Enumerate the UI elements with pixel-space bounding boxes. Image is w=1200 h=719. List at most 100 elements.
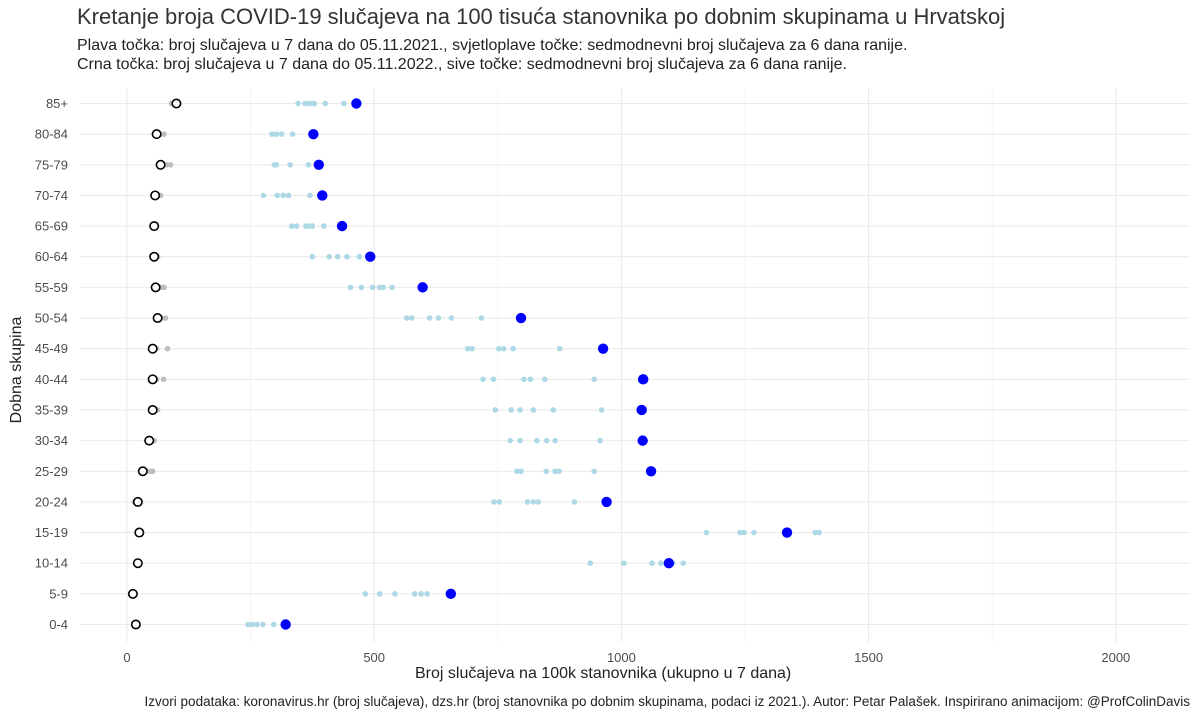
- point-2021-earlier: [260, 621, 266, 628]
- chart-subtitle-line1: Plava točka: broj slučajeva u 7 dana do …: [77, 37, 908, 54]
- point-2021-earlier: [305, 223, 311, 229]
- point-2022: [149, 251, 160, 262]
- point-2021-earlier: [424, 591, 430, 597]
- point-2021-earlier: [380, 284, 386, 291]
- point-2021-earlier: [344, 253, 350, 260]
- point-2022-earlier: [160, 376, 167, 383]
- point-2021: [365, 251, 376, 262]
- chart-subtitle-line2: Crna točka: broj slučajeva u 7 dana do 0…: [77, 56, 847, 73]
- point-2022: [147, 404, 158, 415]
- point-2021-earlier: [326, 253, 332, 260]
- point-2021-earlier: [490, 376, 497, 383]
- point-2021-earlier: [404, 315, 410, 321]
- point-2021-earlier: [737, 529, 743, 536]
- y-tick-label: 0-4: [49, 617, 68, 632]
- point-2021-earlier: [703, 529, 710, 536]
- point-2021-earlier: [587, 560, 594, 567]
- point-2021-earlier: [376, 591, 383, 597]
- y-tick-label: 40-44: [35, 372, 68, 387]
- y-tick-label: 15-19: [35, 525, 68, 540]
- point-2021-earlier: [273, 131, 280, 137]
- point-2022: [147, 374, 158, 385]
- point-2021: [636, 404, 647, 416]
- point-2021: [597, 343, 609, 354]
- point-2022-earlier: [149, 468, 156, 475]
- point-2021-earlier: [435, 315, 442, 321]
- point-2021-earlier: [510, 345, 516, 352]
- point-2021: [637, 374, 649, 385]
- point-2021: [417, 282, 428, 293]
- y-tick-label: 20-24: [35, 494, 68, 509]
- point-2021-earlier: [524, 499, 531, 505]
- point-2021-earlier: [302, 100, 308, 107]
- y-tick-label: 85+: [46, 96, 68, 111]
- y-tick-label: 10-14: [35, 556, 68, 571]
- point-2021: [601, 496, 612, 508]
- x-tick-label: 2000: [1101, 650, 1130, 665]
- point-2021-earlier: [334, 253, 341, 260]
- point-2021-earlier: [249, 621, 255, 628]
- point-2022: [130, 619, 141, 630]
- point-2022: [144, 435, 155, 446]
- point-2021-earlier: [320, 223, 327, 229]
- y-axis-title: Dobna skupina: [8, 316, 25, 424]
- point-2021-earlier: [527, 376, 534, 383]
- point-2021-earlier: [517, 407, 523, 413]
- x-tick-label: 0: [123, 650, 130, 665]
- point-2022: [147, 343, 158, 354]
- point-2021-earlier: [530, 407, 537, 413]
- point-2021-earlier: [273, 161, 280, 168]
- point-2021: [515, 312, 527, 324]
- y-tick-label: 5-9: [49, 586, 68, 601]
- point-2021-earlier: [816, 529, 822, 536]
- point-2021-earlier: [496, 499, 503, 505]
- point-2022: [151, 129, 162, 140]
- point-2021: [280, 619, 291, 630]
- point-2021-earlier: [389, 284, 395, 291]
- point-2021-earlier: [418, 591, 424, 597]
- y-tick-label: 35-39: [35, 402, 68, 417]
- y-tick-label: 45-49: [35, 341, 68, 356]
- point-2021-earlier: [518, 468, 524, 475]
- point-2021-earlier: [356, 253, 363, 260]
- point-2021-earlier: [571, 499, 578, 505]
- point-2021-earlier: [369, 284, 376, 291]
- point-2022: [150, 190, 161, 201]
- point-2021-earlier: [514, 468, 520, 475]
- point-2021-earlier: [541, 376, 548, 383]
- point-2021-earlier: [517, 437, 523, 444]
- point-2022: [171, 98, 182, 109]
- point-2022-earlier: [164, 345, 171, 352]
- point-2021: [781, 527, 793, 538]
- point-2021-earlier: [591, 376, 598, 383]
- point-2021-earlier: [341, 100, 347, 107]
- point-2021-earlier: [448, 315, 455, 321]
- point-2021-earlier: [649, 560, 655, 567]
- point-2022: [137, 466, 148, 477]
- point-2022: [150, 282, 161, 293]
- point-2021-earlier: [347, 284, 354, 291]
- point-2021-earlier: [552, 437, 558, 444]
- y-tick-label: 55-59: [35, 280, 68, 295]
- point-2021-earlier: [491, 499, 497, 505]
- point-2021-earlier: [305, 161, 312, 168]
- y-tick-label: 30-34: [35, 433, 68, 448]
- point-2021-earlier: [411, 591, 418, 597]
- y-tick-label: 70-74: [35, 188, 68, 203]
- point-2021: [313, 159, 325, 170]
- grid-lines: [80, 88, 1190, 642]
- point-2022: [149, 221, 160, 232]
- point-2022-earlier: [167, 161, 174, 168]
- point-2022: [134, 527, 145, 538]
- y-tick-label: 80-84: [35, 127, 68, 142]
- point-2021-earlier: [534, 437, 540, 444]
- point-2021-earlier: [658, 560, 664, 567]
- point-2021: [445, 588, 457, 600]
- point-2021-earlier: [680, 560, 687, 567]
- y-tick-labels: 0-4 5-9 10-14 15-19 20-24 25-29 30-34 35-39 40-4…: [35, 96, 68, 632]
- point-2021-earlier: [550, 407, 556, 413]
- point-2022: [132, 496, 143, 507]
- point-2021-earlier: [274, 192, 281, 199]
- point-2021-earlier: [543, 437, 550, 444]
